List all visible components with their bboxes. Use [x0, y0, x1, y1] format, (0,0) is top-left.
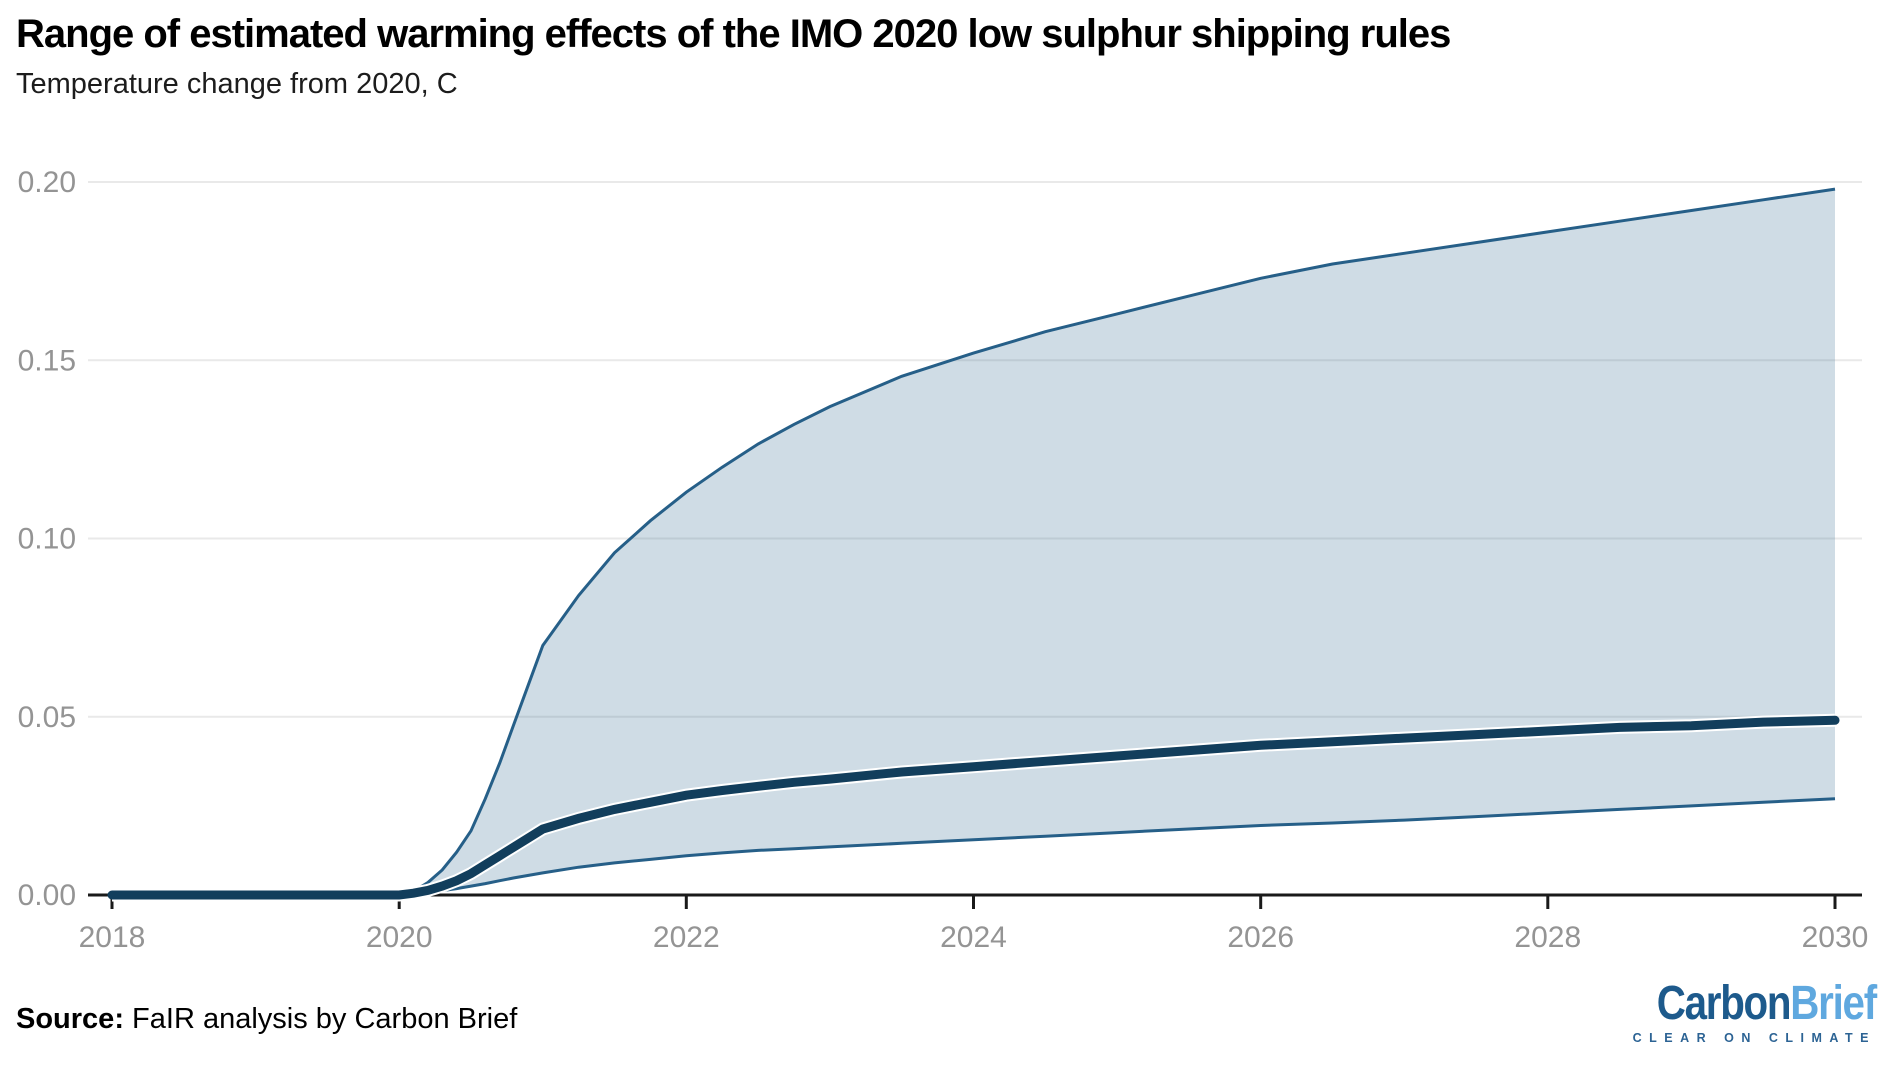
source-line: Source: FaIR analysis by Carbon Brief — [16, 1003, 517, 1036]
logo-carbon-text: Carbon — [1656, 977, 1792, 1030]
chart-subtitle: Temperature change from 2020, C — [16, 68, 458, 100]
carbonbrief-logo: CarbonBrief CLEAR ON CLIMATE — [1615, 977, 1878, 1046]
central-estimate-line — [107, 715, 1840, 900]
x-tick-label: 2028 — [1514, 921, 1581, 954]
x-tick-label: 2026 — [1227, 921, 1294, 954]
source-text: FaIR analysis by Carbon Brief — [132, 1003, 518, 1035]
source-label: Source: — [16, 1003, 124, 1035]
x-tick-label: 2024 — [940, 921, 1007, 954]
logo-tagline: CLEAR ON CLIMATE — [1632, 1031, 1876, 1045]
y-tick-label: 0.20 — [18, 166, 76, 199]
uncertainty-band — [112, 189, 1835, 896]
logo-brief-text: Brief — [1790, 977, 1877, 1030]
y-tick-label: 0.00 — [18, 879, 76, 912]
logo-wordmark: CarbonBrief — [1656, 977, 1877, 1030]
y-tick-label: 0.15 — [18, 344, 76, 377]
x-tick-label: 2022 — [653, 921, 720, 954]
x-tick-label: 2030 — [1802, 921, 1869, 954]
x-tick-label: 2018 — [79, 921, 146, 954]
x-tick-label: 2020 — [366, 921, 433, 954]
y-tick-label: 0.05 — [18, 701, 76, 734]
y-tick-label: 0.10 — [18, 523, 76, 556]
upper-bound-line — [112, 187, 1836, 897]
chart-title: Range of estimated warming effects of th… — [16, 12, 1451, 56]
